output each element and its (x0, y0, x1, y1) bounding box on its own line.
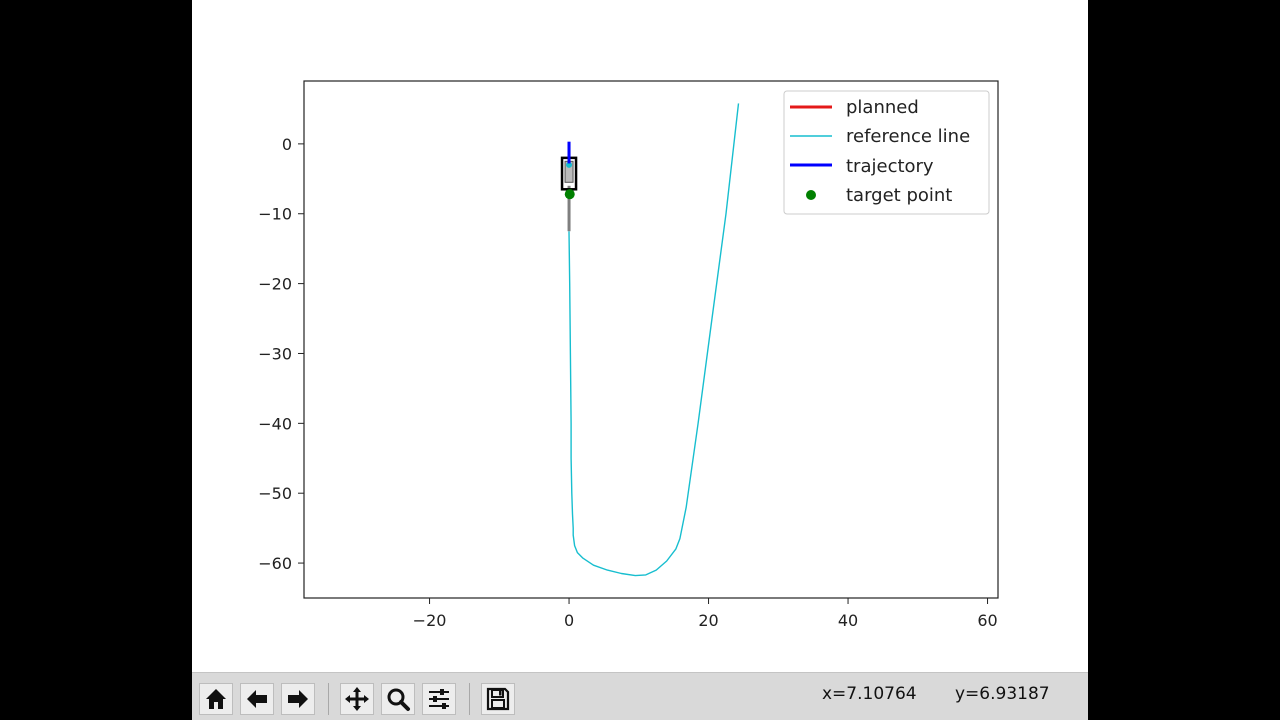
forward-button[interactable] (281, 683, 315, 715)
figure-canvas: 0 −10 −20 −30 −40 −50 −60 −20 0 20 40 60 planned r… (258, 80, 999, 630)
legend-target-point-label: target point (846, 185, 952, 206)
y-tick-label: −20 (258, 275, 292, 294)
floppy-disk-icon (486, 687, 510, 711)
legend-reference-line-label: reference line (846, 126, 970, 147)
back-button[interactable] (240, 683, 274, 715)
legend-box (783, 90, 990, 215)
legend-target-point-swatch (806, 190, 816, 200)
home-button[interactable] (199, 683, 233, 715)
y-tick-label: 0 (282, 135, 292, 154)
home-icon (206, 689, 226, 709)
x-tick-label: 40 (838, 611, 858, 630)
navigation-toolbar (192, 672, 1088, 720)
toolbar-separator (469, 683, 470, 715)
sliders-icon (429, 689, 449, 709)
magnifier-icon (387, 688, 410, 711)
reference-line-series (568, 103, 740, 577)
move-icon (345, 687, 369, 711)
zoom-button[interactable] (381, 683, 415, 715)
y-tick-label: −10 (258, 205, 292, 224)
figure-window: 0 −10 −20 −30 −40 −50 −60 −20 0 20 40 60 planned r… (192, 0, 1088, 720)
cursor-x-readout: x=7.10764 (822, 684, 917, 704)
y-tick-label: −40 (258, 414, 292, 433)
arrow-left-icon (247, 690, 267, 708)
y-tick-label: −50 (258, 484, 292, 503)
x-axis-ticks: −20 0 20 40 60 (413, 598, 998, 630)
toolbar-separator (328, 683, 329, 715)
target-point-marker (564, 189, 575, 200)
cursor-y-readout: y=6.93187 (955, 684, 1050, 704)
plot-frame (303, 80, 999, 599)
legend-planned-label: planned (846, 97, 919, 118)
x-tick-label: 20 (698, 611, 718, 630)
y-tick-label: −60 (258, 554, 292, 573)
save-button[interactable] (481, 683, 515, 715)
y-axis-ticks: 0 −10 −20 −30 −40 −50 −60 (258, 135, 304, 573)
legend-trajectory-label: trajectory (846, 156, 934, 177)
configure-subplots-button[interactable] (422, 683, 456, 715)
pan-button[interactable] (340, 683, 374, 715)
x-tick-label: −20 (413, 611, 447, 630)
arrow-right-icon (288, 690, 308, 708)
x-tick-label: 60 (977, 611, 997, 630)
vehicle-marker (560, 141, 578, 232)
x-tick-label: 0 (564, 611, 574, 630)
legend: planned reference line trajectory target… (783, 90, 990, 215)
y-tick-label: −30 (258, 344, 292, 363)
